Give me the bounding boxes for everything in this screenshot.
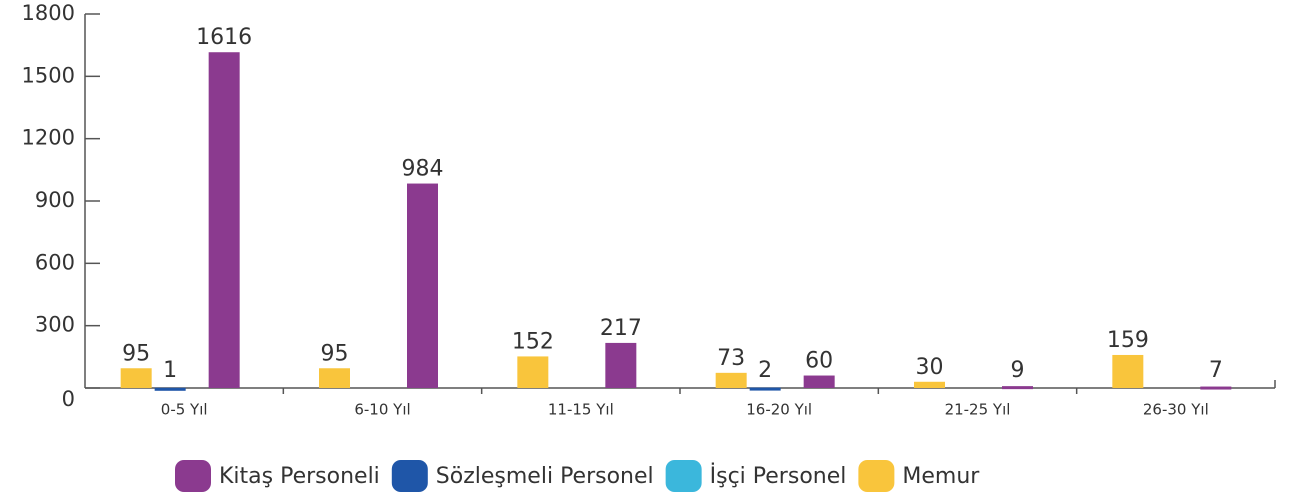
bar — [407, 183, 438, 388]
bar — [914, 381, 945, 388]
bar — [208, 52, 240, 388]
legend-swatch — [391, 460, 428, 492]
legend-swatch — [665, 460, 702, 492]
bar — [319, 368, 350, 388]
y-tick-label: 1500 — [22, 63, 75, 87]
bar — [154, 387, 186, 391]
x-tick-label: 21-25 Yıl — [945, 401, 1011, 419]
y-tick-label: 300 — [35, 313, 75, 337]
x-tick-label: 26-30 Yıl — [1143, 401, 1209, 419]
x-tick-label: 0-5 Yıl — [161, 401, 208, 419]
bar — [715, 372, 747, 388]
legend-label: Kitaş Personeli — [219, 464, 380, 489]
legend-label: İşçi Personel — [710, 463, 847, 489]
legend-label: Memur — [902, 464, 980, 489]
data-label: 73 — [717, 346, 745, 371]
data-label: 7 — [1209, 358, 1223, 383]
bar — [1200, 386, 1232, 390]
x-tick-label: 11-15 Yıl — [548, 401, 614, 419]
legend-swatch — [858, 460, 895, 492]
x-tick-label: 16-20 Yıl — [746, 401, 812, 419]
y-tick-label: 0 — [62, 387, 75, 411]
bar — [120, 368, 152, 388]
legend-label: Sözleşmeli Personel — [436, 464, 654, 489]
data-label: 95 — [122, 341, 150, 366]
data-label: 217 — [600, 316, 642, 341]
data-label: 60 — [805, 349, 833, 374]
y-tick-label: 900 — [35, 188, 75, 212]
y-tick-label: 1200 — [22, 126, 75, 150]
x-tick-label: 6-10 Yıl — [354, 401, 410, 419]
bar — [605, 342, 637, 388]
data-label: 9 — [1011, 358, 1025, 383]
data-label: 95 — [321, 341, 349, 366]
bar — [803, 375, 835, 388]
data-label: 152 — [512, 329, 554, 354]
bar — [1002, 386, 1033, 390]
legend-swatch — [175, 460, 211, 492]
data-label: 30 — [916, 355, 944, 380]
bar — [1112, 354, 1144, 388]
data-label: 2 — [758, 358, 772, 383]
y-tick-label: 1800 — [22, 1, 75, 25]
bar — [749, 387, 781, 391]
y-tick-label: 600 — [35, 250, 75, 274]
data-label: 1 — [163, 358, 177, 383]
data-label: 984 — [402, 157, 444, 182]
bar — [517, 356, 549, 388]
data-label: 159 — [1107, 328, 1149, 353]
data-label: 1616 — [196, 25, 252, 50]
